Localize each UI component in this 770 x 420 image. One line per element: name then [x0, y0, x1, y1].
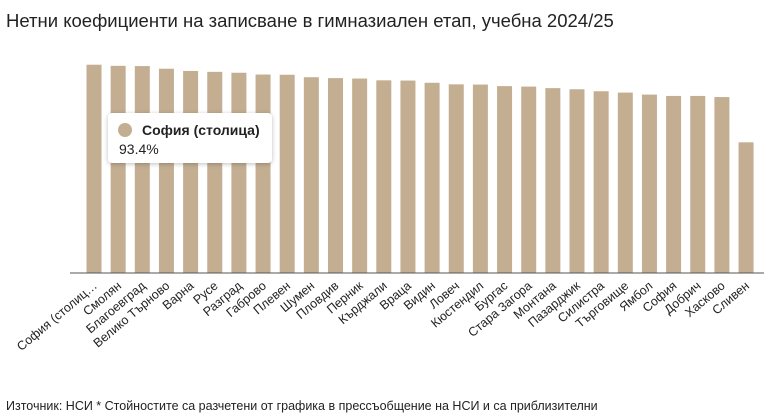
bar-16[interactable] — [448, 84, 464, 273]
bar-6[interactable] — [207, 71, 223, 273]
bar-1[interactable] — [86, 64, 102, 273]
bar-2[interactable] — [110, 65, 126, 273]
tooltip-category: София (столица) — [142, 122, 260, 138]
bar-17[interactable] — [472, 84, 488, 273]
bar-4[interactable] — [158, 68, 174, 273]
chart-title: Нетни коефициенти на записване в гимнази… — [6, 10, 614, 31]
bar-27[interactable] — [714, 97, 730, 273]
bar-10[interactable] — [303, 77, 319, 274]
tooltip-value: 93.4% — [119, 141, 159, 157]
tooltip-color-swatch — [118, 123, 132, 137]
bar-22[interactable] — [593, 91, 609, 273]
bar-18[interactable] — [497, 86, 513, 273]
bar-3[interactable] — [134, 66, 150, 273]
tooltip: София (столица) 93.4% — [108, 113, 272, 163]
bar-5[interactable] — [183, 70, 199, 274]
bar-21[interactable] — [569, 89, 585, 273]
bar-7[interactable] — [231, 72, 247, 273]
bar-9[interactable] — [279, 74, 295, 273]
bar-14[interactable] — [400, 80, 416, 273]
bar-25[interactable] — [666, 95, 682, 273]
bar-20[interactable] — [545, 88, 561, 273]
bar-11[interactable] — [328, 78, 343, 273]
bar-13[interactable] — [376, 80, 392, 273]
bar-12[interactable] — [352, 78, 368, 273]
bar-19[interactable] — [521, 86, 537, 273]
source-note: Източник: НСИ * Стойностите са разчетени… — [6, 399, 598, 413]
bar-8[interactable] — [255, 74, 271, 273]
bar-15[interactable] — [424, 82, 440, 273]
bar-26[interactable] — [690, 95, 706, 273]
bar-24[interactable] — [641, 94, 657, 273]
bar-28[interactable] — [738, 142, 754, 273]
bars-group — [86, 64, 754, 274]
bar-23[interactable] — [617, 92, 633, 273]
